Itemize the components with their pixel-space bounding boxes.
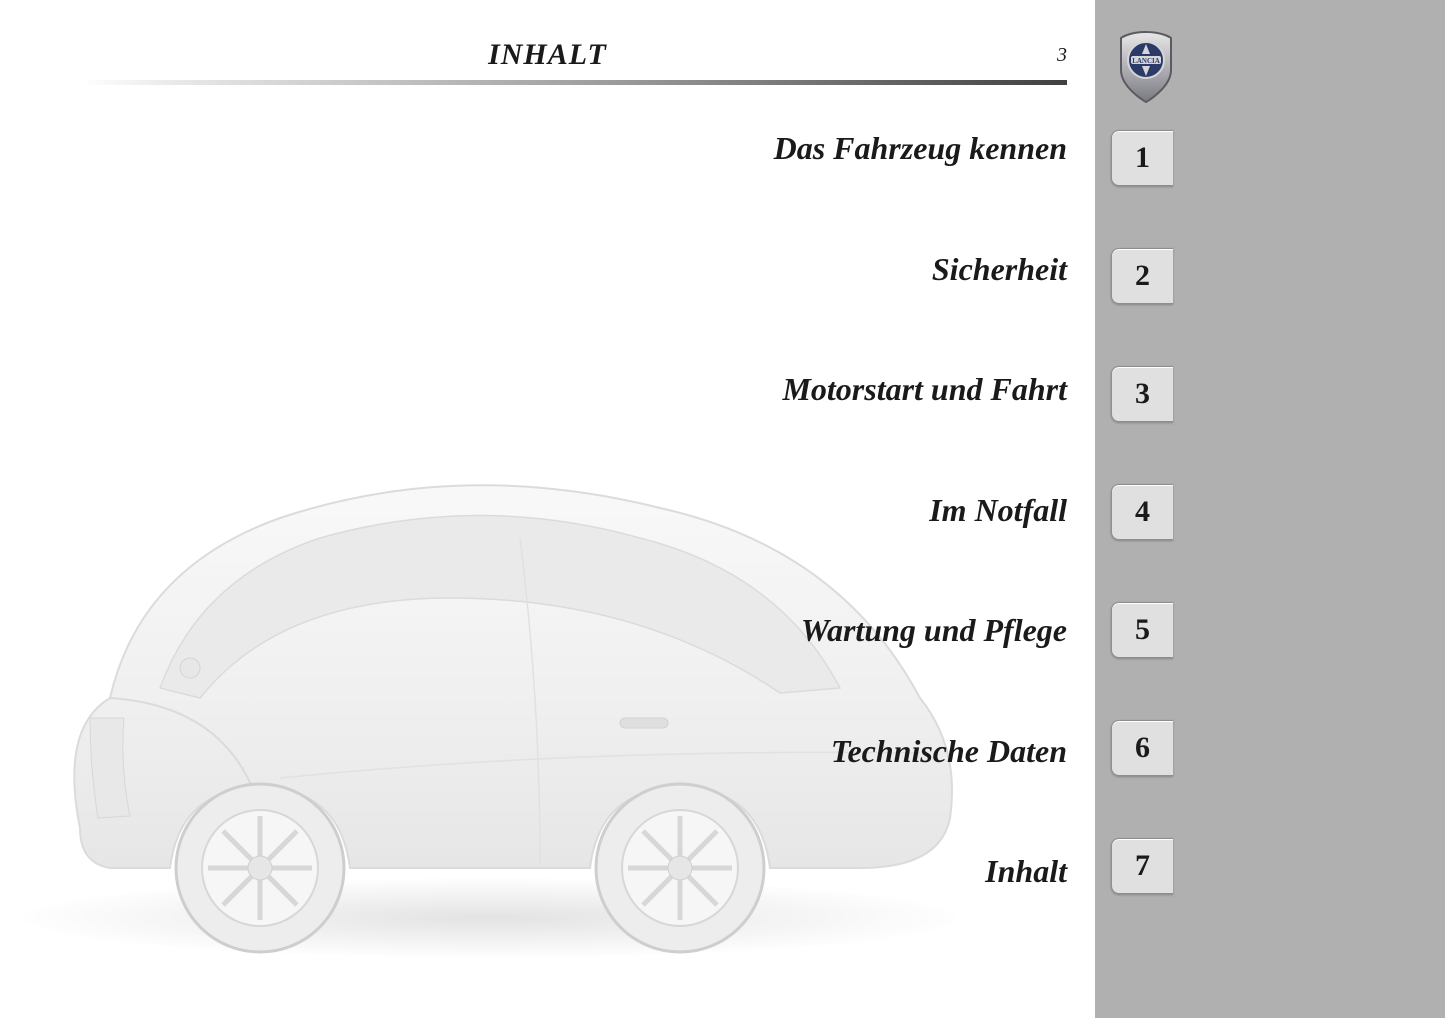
section-tab-1[interactable]: 1 (1111, 130, 1173, 186)
chapter-item: Das Fahrzeug kennen (447, 130, 1067, 167)
chapter-list: Das Fahrzeug kennen Sicherheit Motorstar… (447, 130, 1067, 890)
page-content: INHALT 3 (0, 0, 1095, 1018)
section-tab-5[interactable]: 5 (1111, 602, 1173, 658)
side-tab-strip: LANCIA 1 2 3 4 5 6 7 (1095, 0, 1445, 1018)
tab-list: 1 2 3 4 5 6 7 (1095, 130, 1445, 894)
section-tab-2[interactable]: 2 (1111, 248, 1173, 304)
page-title: INHALT (0, 38, 1095, 72)
section-tab-7[interactable]: 7 (1111, 838, 1173, 894)
chapter-item: Im Notfall (447, 492, 1067, 529)
rear-wheel (176, 784, 344, 952)
chapter-item: Motorstart und Fahrt (447, 371, 1067, 408)
chapter-item: Technische Daten (447, 733, 1067, 770)
chapter-item: Sicherheit (447, 251, 1067, 288)
section-tab-4[interactable]: 4 (1111, 484, 1173, 540)
section-tab-3[interactable]: 3 (1111, 366, 1173, 422)
page-number: 3 (1057, 44, 1067, 67)
chapter-item: Wartung und Pflege (447, 612, 1067, 649)
chapter-item: Inhalt (447, 853, 1067, 890)
svg-text:LANCIA: LANCIA (1132, 57, 1160, 65)
lancia-logo-icon: LANCIA (1117, 30, 1175, 104)
title-separator (80, 80, 1067, 85)
section-tab-6[interactable]: 6 (1111, 720, 1173, 776)
